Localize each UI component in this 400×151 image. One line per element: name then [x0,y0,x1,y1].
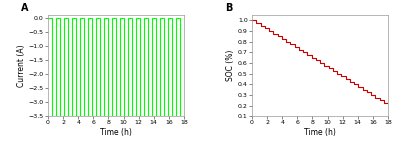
X-axis label: Time (h): Time (h) [100,128,132,137]
X-axis label: Time (h): Time (h) [304,128,336,137]
Text: B: B [225,3,232,13]
Y-axis label: SOC (%): SOC (%) [226,50,235,81]
Text: A: A [21,3,28,13]
Y-axis label: Current (A): Current (A) [17,44,26,87]
